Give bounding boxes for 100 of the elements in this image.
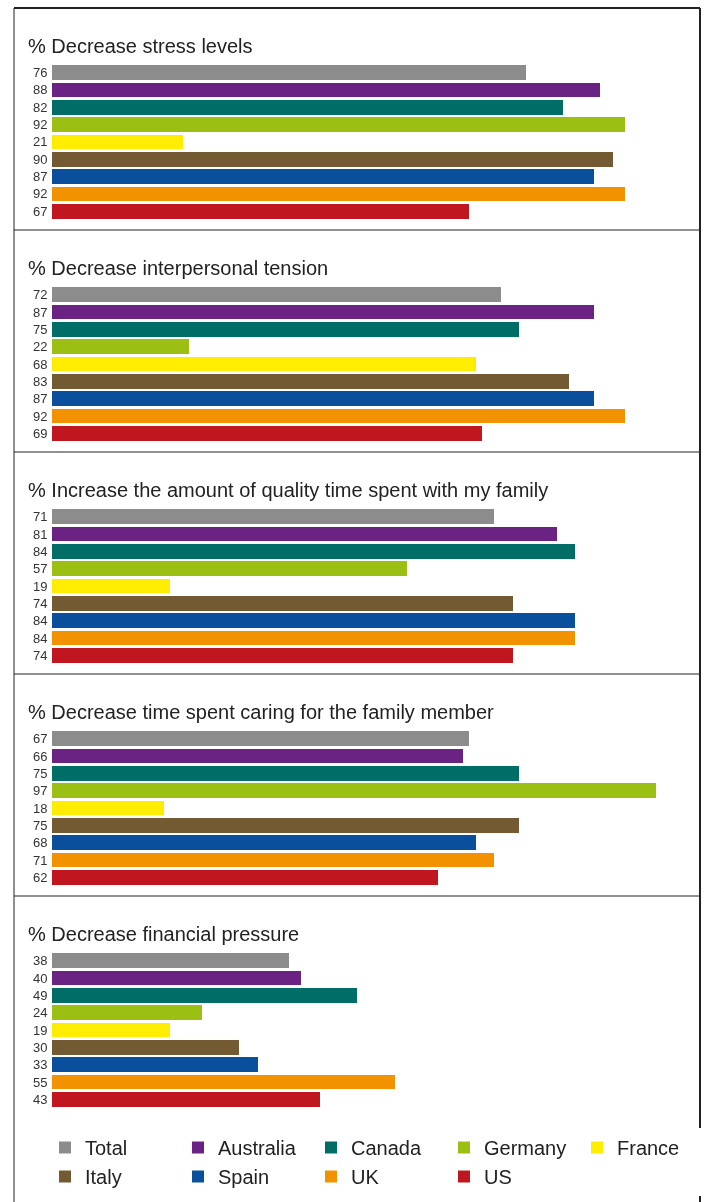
- data-label: 83: [33, 374, 48, 389]
- bar: [52, 648, 513, 663]
- bar: [52, 187, 625, 201]
- data-label: 87: [33, 305, 48, 320]
- legend-label: France: [617, 1137, 680, 1160]
- data-label: 66: [33, 749, 48, 764]
- bar: [52, 870, 438, 885]
- data-label: 21: [33, 134, 48, 149]
- data-label: 92: [33, 117, 48, 132]
- bar: [52, 1005, 202, 1020]
- data-label: 49: [33, 988, 48, 1003]
- data-label: 33: [33, 1057, 48, 1072]
- data-label: 18: [33, 801, 48, 816]
- bar: [52, 204, 469, 219]
- bar: [52, 544, 575, 559]
- bar: [52, 169, 594, 184]
- data-label: 92: [33, 186, 48, 201]
- legend-label: Canada: [351, 1137, 422, 1160]
- bar: [52, 631, 575, 645]
- bar: [52, 971, 301, 985]
- bar: [52, 426, 482, 441]
- data-label: 22: [33, 339, 48, 354]
- data-label: 84: [33, 631, 48, 646]
- bar: [52, 527, 557, 541]
- bar: [52, 988, 357, 1003]
- bar: [52, 1057, 258, 1072]
- data-label: 19: [33, 1023, 48, 1038]
- data-label: 71: [33, 509, 48, 524]
- bar: [52, 731, 469, 746]
- bar: [52, 374, 569, 389]
- data-label: 24: [33, 1005, 48, 1020]
- chart-title: % Decrease stress levels: [28, 35, 253, 57]
- data-label: 87: [33, 169, 48, 184]
- legend-label: Italy: [85, 1166, 122, 1189]
- data-label: 81: [33, 527, 48, 542]
- data-label: 57: [33, 561, 48, 576]
- bar: [52, 322, 519, 337]
- data-label: 97: [33, 783, 48, 798]
- bar: [52, 749, 463, 763]
- data-label: 75: [33, 322, 48, 337]
- legend-label: Australia: [218, 1137, 297, 1160]
- bar: [52, 117, 625, 132]
- bar: [52, 339, 189, 354]
- data-label: 74: [33, 596, 48, 611]
- bar: [52, 1040, 239, 1055]
- chart-title: % Increase the amount of quality time spent with my family: [28, 479, 549, 501]
- bar: [52, 953, 289, 968]
- data-label: 68: [33, 357, 48, 372]
- bar: [52, 801, 164, 815]
- bar: [52, 509, 494, 524]
- bar: [52, 783, 656, 798]
- data-label: 19: [33, 579, 48, 594]
- bar: [52, 818, 519, 833]
- data-label: 82: [33, 100, 48, 115]
- data-label: 87: [33, 391, 48, 406]
- bar: [52, 357, 476, 371]
- bar: [52, 561, 407, 576]
- bar: [52, 83, 600, 97]
- bar: [52, 579, 170, 593]
- data-label: 67: [33, 204, 48, 219]
- data-label: 92: [33, 409, 48, 424]
- bar: [52, 100, 563, 115]
- data-label: 84: [33, 544, 48, 559]
- legend-label: Germany: [484, 1137, 567, 1160]
- data-label: 62: [33, 870, 48, 885]
- data-label: 75: [33, 818, 48, 833]
- chart-title: % Decrease financial pressure: [28, 923, 300, 945]
- bar: [52, 305, 594, 319]
- chart-title: % Decrease interpersonal tension: [28, 257, 329, 279]
- bar: [52, 766, 519, 781]
- data-label: 55: [33, 1075, 48, 1090]
- bar: [52, 287, 501, 302]
- data-label: 71: [33, 853, 48, 868]
- legend-label: US: [484, 1166, 512, 1189]
- data-label: 68: [33, 835, 48, 850]
- bar: [52, 135, 183, 149]
- legend-label: Spain: [218, 1166, 270, 1189]
- data-label: 30: [33, 1040, 48, 1055]
- data-label: 40: [33, 971, 48, 986]
- data-label: 75: [33, 766, 48, 781]
- bar: [52, 1092, 320, 1107]
- data-label: 72: [33, 287, 48, 302]
- bar: [52, 409, 625, 423]
- bar: [52, 613, 575, 628]
- data-label: 74: [33, 648, 48, 663]
- data-label: 38: [33, 953, 48, 968]
- legend-label: Total: [85, 1137, 128, 1160]
- data-label: 76: [33, 65, 48, 80]
- data-label: 88: [33, 82, 48, 97]
- data-label: 67: [33, 731, 48, 746]
- bar: [52, 65, 526, 80]
- legend-label: UK: [351, 1166, 380, 1189]
- data-label: 43: [33, 1092, 48, 1107]
- bar: [52, 835, 476, 850]
- bar: [52, 1075, 395, 1089]
- bar: [52, 152, 613, 167]
- bar: [52, 1023, 170, 1037]
- data-label: 69: [33, 426, 48, 441]
- chart-title: % Decrease time spent caring for the family member: [28, 701, 495, 723]
- bar: [52, 596, 513, 611]
